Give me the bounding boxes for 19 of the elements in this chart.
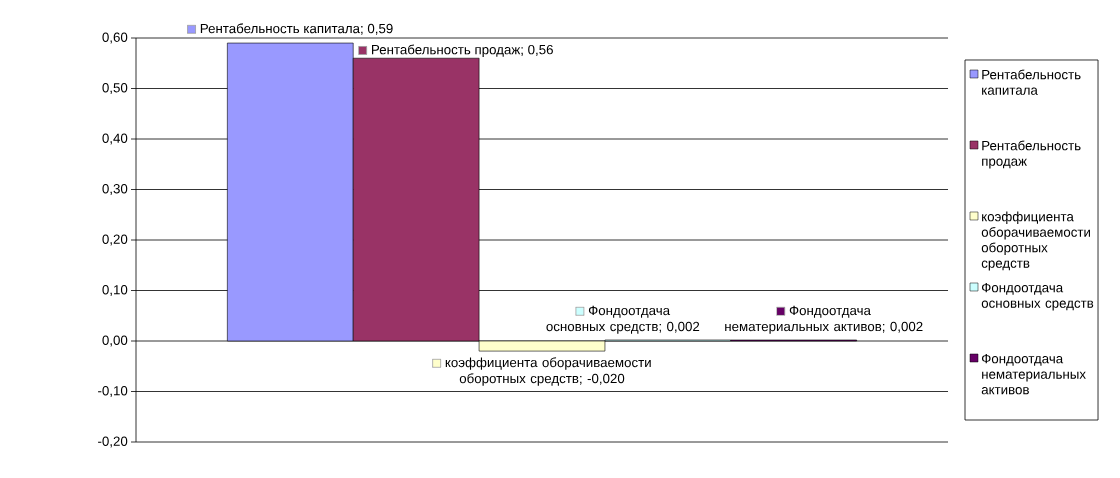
y-tick-label: 0,30 xyxy=(102,184,128,195)
legend-label: Рентабельность капитала xyxy=(982,69,1081,95)
legend-label: коэффициента оборачиваемости оборотных средств xyxy=(981,211,1090,271)
legend-label: Фондоотдача нематериальных активов xyxy=(981,353,1086,395)
y-tick-label: -0,10 xyxy=(98,386,128,397)
data-label: Фондоотдача нематериальных активов; 0,002 xyxy=(725,305,923,334)
y-tick-label: -0,20 xyxy=(98,436,128,448)
data-label: коэффициента оборачиваемости оборотных средств; -0,020 xyxy=(445,357,651,386)
y-tick-label: 0,10 xyxy=(102,285,128,296)
data-label: Рентабельность капитала; 0,59 xyxy=(200,23,393,35)
data-label: Рентабельность продаж; 0,56 xyxy=(372,44,553,57)
legend-label: Фондоотдача основных средств xyxy=(981,282,1094,311)
y-tick-label: 0,50 xyxy=(102,83,128,94)
y-tick-label: 0,40 xyxy=(102,133,128,145)
y-tick-label: 0,60 xyxy=(102,32,128,44)
y-tick-label: 0,00 xyxy=(102,335,128,347)
y-tick-label: 0,20 xyxy=(102,234,128,246)
legend-label: Рентабельность продаж xyxy=(982,140,1081,169)
data-label: Фондоотдача основных средств; 0,002 xyxy=(546,305,700,334)
